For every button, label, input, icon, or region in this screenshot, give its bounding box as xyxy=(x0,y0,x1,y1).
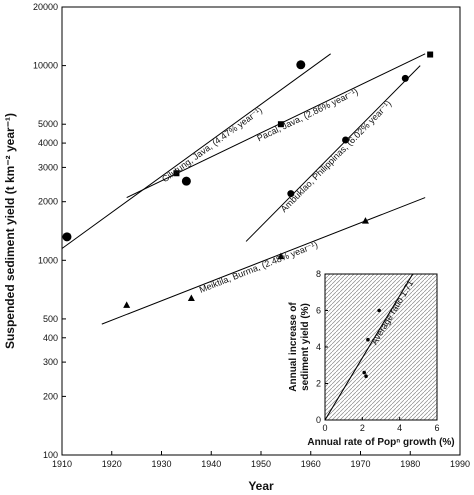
y-tick-label: 500 xyxy=(43,314,58,324)
inset-x-axis-title: Annual rate of Popⁿ growth (%) xyxy=(307,437,454,448)
inset-y-tick-label: 0 xyxy=(316,415,321,425)
trend-labels: Cilutung, Java, (4.47% year⁻¹)Pacal, Jav… xyxy=(160,86,393,294)
y-tick-label: 5000 xyxy=(38,119,58,129)
x-tick-label: 1980 xyxy=(400,459,420,469)
trend-label-cilutung: Cilutung, Java, (4.47% year⁻¹) xyxy=(160,105,264,184)
trend-label-pacal: Pacal, Java, (2.86% year⁻¹) xyxy=(255,86,359,143)
inset-x-tick-label: 4 xyxy=(397,423,402,433)
inset-y-tick-label: 6 xyxy=(316,306,321,316)
inset-trendline xyxy=(324,273,414,421)
point-cilutung xyxy=(296,60,306,70)
inset-points xyxy=(362,308,381,379)
point-cilutung xyxy=(62,232,72,242)
inset-point xyxy=(366,337,370,342)
inset-x-tick-label: 2 xyxy=(360,423,365,433)
x-axis-title: Year xyxy=(248,479,274,493)
y-tick-label: 300 xyxy=(43,357,58,367)
point-meiktila xyxy=(123,301,131,308)
y-tick-label: 20000 xyxy=(33,2,58,12)
x-tick-label: 1970 xyxy=(350,459,370,469)
main-x-ticks: 1910 1920 1930 1940 1950 1960 1970 1980 1990 xyxy=(52,451,470,469)
x-tick-label: 1940 xyxy=(201,459,221,469)
point-ambuklao xyxy=(287,190,295,198)
x-tick-label: 1950 xyxy=(251,459,271,469)
y-tick-label: 400 xyxy=(43,333,58,343)
point-pacal xyxy=(173,170,180,177)
point-meiktila xyxy=(187,294,195,302)
point-pacal xyxy=(277,121,284,128)
point-meiktila xyxy=(277,252,285,260)
point-cilutung xyxy=(181,176,191,186)
main-y-ticks: 100 200 300 400 500 1000 2000 3000 4000 5000 10000… xyxy=(33,2,66,460)
inset-point xyxy=(364,374,368,379)
y-tick-label: 2000 xyxy=(38,197,58,207)
inset-y-axis-title-text: Annual increase ofsediment yield (%) xyxy=(288,302,311,392)
inset-y-ticks: 0 2 4 6 8 xyxy=(316,269,328,425)
point-ambuklao xyxy=(342,136,350,144)
y-tick-label: 200 xyxy=(43,391,58,401)
y-axis-title: Suspended sediment yield (t km⁻² year⁻¹) xyxy=(3,113,17,349)
point-ambuklao xyxy=(401,74,409,82)
trend-label-meiktila: Meiktila, Burma, (2.48% year⁻¹) xyxy=(198,239,319,294)
point-pacal xyxy=(427,51,434,58)
inset-y-tick-label: 2 xyxy=(316,379,321,389)
y-tick-label: 100 xyxy=(43,450,58,460)
x-tick-label: 1910 xyxy=(52,459,72,469)
y-tick-label: 1000 xyxy=(38,255,58,265)
y-tick-label: 3000 xyxy=(38,162,58,172)
x-tick-label: 1930 xyxy=(151,459,171,469)
x-tick-label: 1920 xyxy=(102,459,122,469)
inset-point xyxy=(362,370,367,375)
trendline-ambuklao xyxy=(245,65,421,242)
inset-x-tick-label: 6 xyxy=(434,423,439,433)
inset-y-tick-label: 4 xyxy=(316,342,321,352)
point-meiktila xyxy=(361,217,369,224)
y-tick-label: 4000 xyxy=(38,138,58,148)
main-points xyxy=(62,51,434,308)
y-tick-label: 10000 xyxy=(33,61,58,71)
trendline-cilutung xyxy=(61,53,331,249)
inset-point xyxy=(377,308,381,313)
inset-y-axis-title: Annual increase ofsediment yield (%) xyxy=(288,302,311,392)
inset-x-tick-label: 0 xyxy=(322,423,327,433)
trendline-meiktila xyxy=(101,197,426,325)
inset-y-tick-label: 8 xyxy=(316,269,321,279)
x-tick-label: 1960 xyxy=(301,459,321,469)
inset-frame xyxy=(324,273,438,421)
x-tick-label: 1990 xyxy=(450,459,470,469)
